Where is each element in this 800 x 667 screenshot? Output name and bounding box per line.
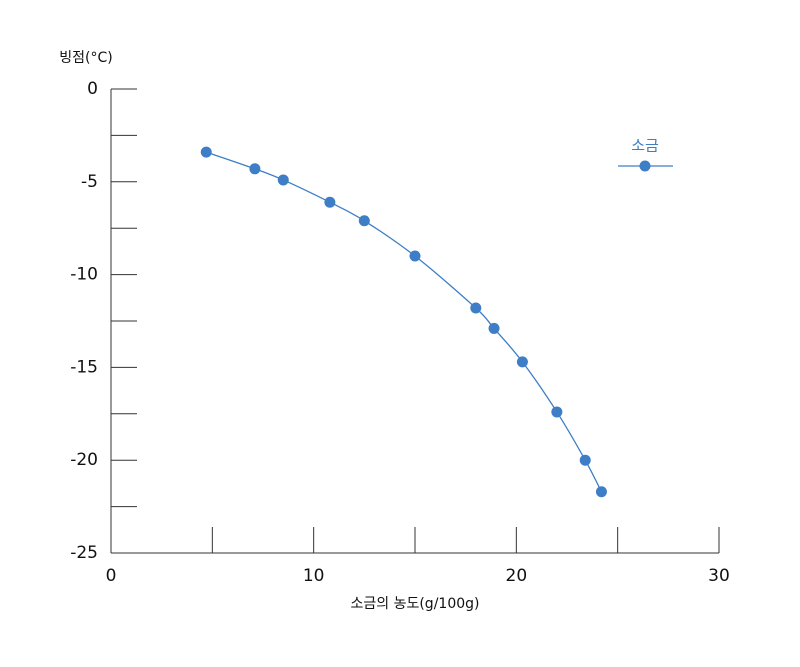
data-point — [551, 406, 563, 418]
data-point — [324, 196, 336, 208]
data-point — [249, 163, 261, 175]
data-point — [358, 215, 370, 227]
x-axis-label: 소금의 농도(g/100g) — [351, 596, 480, 612]
y-tick-label: -5 — [81, 172, 98, 192]
data-point — [516, 356, 528, 368]
y-tick-label: 0 — [87, 79, 98, 99]
legend-label: 소금 — [631, 137, 659, 155]
x-tick-label: 30 — [708, 566, 730, 586]
y-tick-label: -25 — [70, 543, 98, 563]
legend-marker — [639, 160, 651, 172]
data-point — [470, 302, 482, 314]
x-tick-label: 0 — [106, 566, 117, 586]
data-point — [277, 174, 289, 186]
x-tick-label: 20 — [506, 566, 528, 586]
y-tick-label: -20 — [70, 450, 98, 470]
y-axis-label: 빙점(°C) — [59, 50, 112, 66]
data-point — [409, 250, 421, 262]
data-point — [488, 322, 500, 334]
series-line — [206, 151, 603, 493]
y-tick-label: -10 — [70, 265, 98, 285]
x-tick-label: 10 — [303, 566, 325, 586]
data-point — [200, 146, 212, 158]
data-point — [579, 454, 591, 466]
data-point — [595, 486, 607, 498]
y-tick-label: -15 — [70, 357, 98, 377]
